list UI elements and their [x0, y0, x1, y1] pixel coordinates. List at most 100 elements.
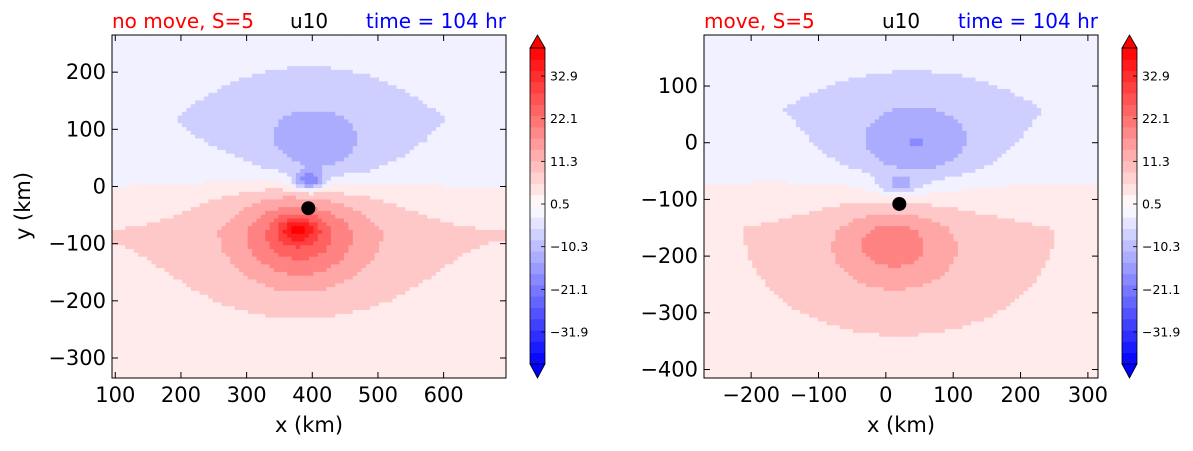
colorbar-tick-label: −10.3 — [550, 239, 588, 254]
colorbar-band — [1122, 353, 1137, 365]
colorbar-band — [530, 138, 545, 150]
colorbar-band — [530, 353, 545, 365]
colorbar-band — [530, 341, 545, 353]
colorbar-tick-label: −31.9 — [550, 325, 588, 340]
colorbar-tick-label: 32.9 — [1142, 69, 1170, 84]
colorbar-band — [530, 262, 545, 274]
colorbar-band — [1122, 341, 1137, 353]
y-tick-label: −200 — [640, 244, 698, 268]
colorbar-move: 32.922.111.30.5−10.3−21.1−31.9 — [1122, 35, 1180, 378]
y-tick-label: 0 — [93, 174, 106, 198]
colorbar-tick-label: −21.1 — [1142, 282, 1180, 297]
colorbar-band — [530, 116, 545, 128]
y-tick-label: 100 — [66, 117, 106, 141]
colorbar-band — [530, 296, 545, 308]
colorbar-band — [1122, 206, 1137, 218]
colorbar-band — [1122, 59, 1137, 71]
y-tick-label: −100 — [640, 187, 698, 211]
colorbar-no-move: 32.922.111.30.5−10.3−21.1−31.9 — [530, 35, 588, 378]
colorbar-band — [530, 104, 545, 116]
colorbar-band — [1122, 183, 1137, 195]
title-center: u10 — [882, 9, 920, 33]
y-tick-label: −100 — [48, 232, 106, 256]
colorbar-band — [1122, 274, 1137, 286]
colorbar-band — [530, 251, 545, 263]
colorbar-band — [1122, 195, 1137, 207]
colorbar-band — [1122, 262, 1137, 274]
colorbar-band — [530, 82, 545, 94]
x-tick-label: 300 — [227, 383, 267, 407]
y-tick-label: −300 — [48, 346, 106, 370]
title-center: u10 — [290, 9, 328, 33]
colorbar-tick-label: 0.5 — [1142, 197, 1162, 212]
colorbar-band — [530, 150, 545, 162]
y-tick-label: −200 — [48, 289, 106, 313]
colorbar-band — [530, 127, 545, 139]
title-right: time = 104 hr — [958, 9, 1099, 33]
x-tick-label: −200 — [722, 383, 780, 407]
x-tick-label: 200 — [161, 383, 201, 407]
x-tick-label: 400 — [292, 383, 332, 407]
colorbar-band — [1122, 116, 1137, 128]
colorbar-extend-min — [530, 364, 545, 378]
colorbar-band — [1122, 82, 1137, 94]
colorbar-band — [1122, 285, 1137, 297]
y-tick-label: 200 — [66, 60, 106, 84]
colorbar-band — [530, 59, 545, 71]
colorbar-band — [1122, 138, 1137, 150]
colorbar-band — [1122, 308, 1137, 320]
colorbar-band — [530, 308, 545, 320]
colorbar-band — [1122, 251, 1137, 263]
colorbar-band — [1122, 150, 1137, 162]
colorbar-tick-label: 22.1 — [550, 111, 578, 126]
title-left: no move, S=5 — [112, 9, 254, 33]
colorbar-band — [530, 319, 545, 331]
title-left: move, S=5 — [704, 9, 815, 33]
colorbar-band — [530, 240, 545, 252]
colorbar-band — [530, 93, 545, 105]
x-axis-label: x (km) — [275, 413, 343, 437]
storm-center-marker — [301, 201, 315, 215]
colorbar-band — [530, 172, 545, 184]
y-axis-label: y (km) — [11, 172, 35, 240]
colorbar-tick-label: 22.1 — [1142, 111, 1170, 126]
title-right: time = 104 hr — [366, 9, 507, 33]
x-axis-label: x (km) — [867, 413, 935, 437]
x-tick-label: 100 — [933, 383, 973, 407]
colorbar-band — [530, 229, 545, 241]
colorbar-band — [1122, 240, 1137, 252]
colorbar-band — [530, 183, 545, 195]
x-tick-label: 300 — [1068, 383, 1108, 407]
y-tick-label: −300 — [640, 301, 698, 325]
colorbar-band — [1122, 127, 1137, 139]
colorbar-tick-label: −31.9 — [1142, 325, 1180, 340]
colorbar-band — [1122, 229, 1137, 241]
colorbar-band — [530, 195, 545, 207]
colorbar-band — [530, 285, 545, 297]
colorbar-band — [1122, 172, 1137, 184]
x-tick-label: 100 — [95, 383, 135, 407]
colorbar-band — [1122, 104, 1137, 116]
colorbar-band — [530, 217, 545, 229]
y-tick-label: 0 — [685, 131, 698, 155]
colorbar-tick-label: 11.3 — [550, 154, 578, 169]
colorbar-band — [1122, 217, 1137, 229]
colorbar-tick-label: 11.3 — [1142, 154, 1170, 169]
x-tick-label: −100 — [790, 383, 848, 407]
colorbar-band — [1122, 296, 1137, 308]
colorbar-band — [1122, 161, 1137, 173]
storm-center-marker — [892, 197, 906, 211]
colorbar-extend-max — [1122, 35, 1137, 48]
colorbar-band — [1122, 319, 1137, 331]
colorbar-band — [530, 161, 545, 173]
colorbar-band — [530, 274, 545, 286]
colorbar-band — [1122, 93, 1137, 105]
colorbar-tick-label: −21.1 — [550, 282, 588, 297]
colorbar-tick-label: 32.9 — [550, 69, 578, 84]
contour-field-no-move — [112, 35, 507, 379]
colorbar-extend-max — [530, 35, 545, 48]
